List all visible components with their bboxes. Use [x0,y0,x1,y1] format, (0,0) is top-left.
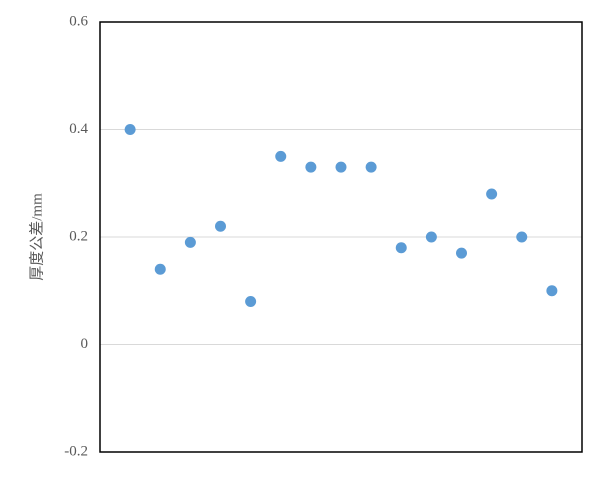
y-axis-label: 厚度公差/mm [28,193,45,281]
y-tick-label: -0.2 [64,443,88,459]
plot-border [99,21,583,453]
point [154,263,166,275]
point [184,236,196,248]
point [335,161,347,173]
point [546,285,558,297]
point [215,220,226,232]
y-tick-label: 0.2 [69,228,88,244]
point [365,161,377,173]
y-tick-label: 0.4 [69,121,88,137]
point [124,124,136,135]
point [305,161,317,173]
y-tick-label: 0.6 [69,13,88,29]
point [516,231,528,243]
y-tick-label: 0 [81,336,89,352]
point [425,231,437,243]
point [275,150,287,162]
point [395,242,407,254]
point [245,296,257,307]
point [456,247,467,259]
point [486,188,498,200]
